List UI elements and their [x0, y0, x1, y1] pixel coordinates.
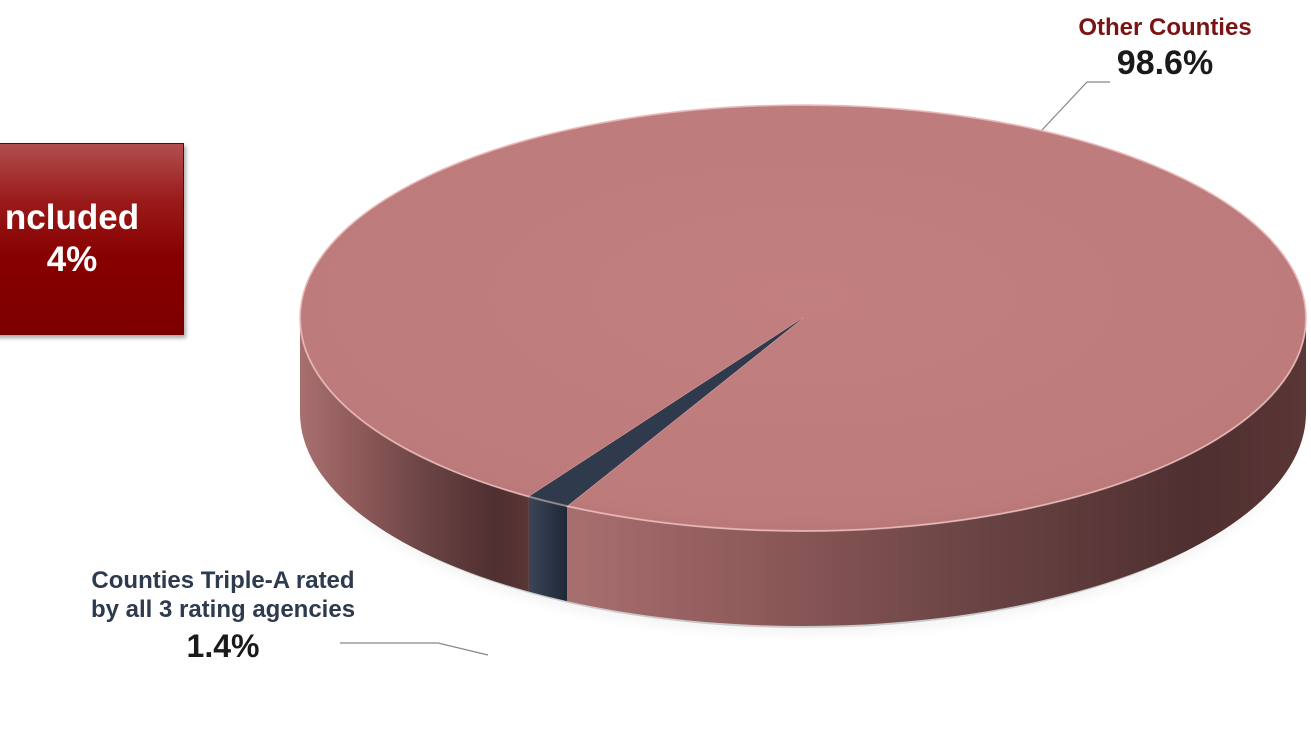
pie-side-triple-a: [528, 496, 568, 602]
leader-line-triple-a: [340, 642, 489, 656]
slice-label-value: 1.4%: [186, 627, 260, 664]
slice-label-name: Other Counties: [1078, 14, 1252, 41]
pie-slice-other-counties: [299, 104, 1307, 532]
slice-label-value: 98.6%: [1116, 43, 1214, 82]
callout-box: ncluded 4%: [0, 143, 184, 335]
leader-line-other-counties: [1041, 81, 1110, 131]
callout-line-1: ncluded: [4, 198, 140, 237]
callout-line-2: 4%: [46, 240, 98, 279]
pie-side-other-counties: [567, 318, 1306, 626]
pie-group: [299, 104, 1307, 628]
data-label-triple-a: Counties Triple-A rated by all 3 rating …: [88, 566, 358, 666]
pie-slice-triple-a: [528, 318, 803, 507]
pie-rim: [299, 104, 1307, 532]
leader-lines: [340, 81, 1110, 656]
pie-side-other-counties: [300, 318, 529, 592]
slice-label-name: Counties Triple-A rated by all 3 rating …: [90, 567, 356, 624]
data-label-other-counties: Other Counties 98.6%: [1030, 14, 1300, 84]
